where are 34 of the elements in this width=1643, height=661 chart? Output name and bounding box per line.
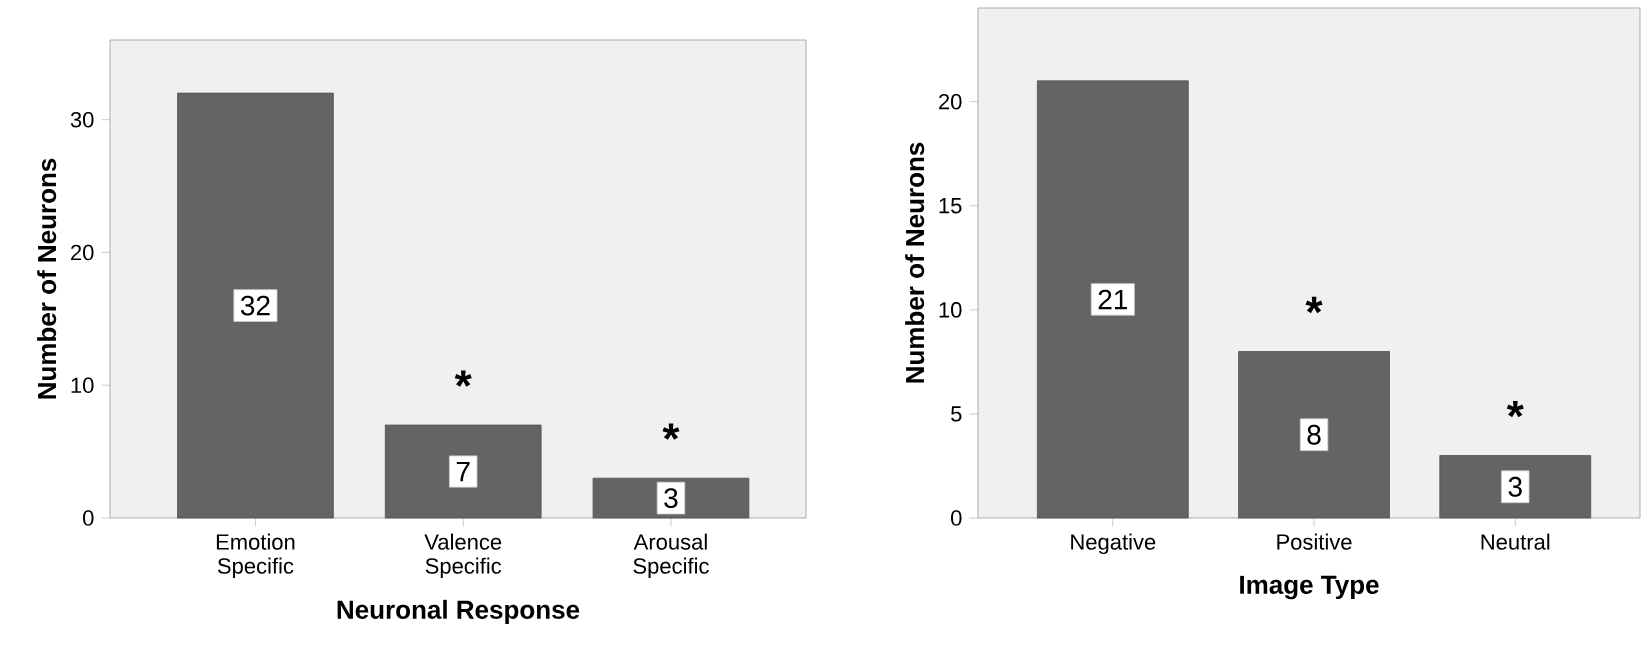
data-label: 8 bbox=[1307, 424, 1321, 445]
data-label: 32 bbox=[240, 295, 270, 316]
bar bbox=[1238, 351, 1390, 519]
y-tick-label: 30 bbox=[70, 111, 94, 128]
data-label: 7 bbox=[456, 461, 470, 482]
y-tick-label: 0 bbox=[951, 510, 962, 526]
bar bbox=[384, 424, 542, 519]
bar bbox=[177, 92, 334, 519]
y-axis-title: Number of Neurons bbox=[905, 142, 925, 383]
x-axis-title: Neuronal Response bbox=[337, 599, 580, 625]
x-tick-label: Negative bbox=[1071, 533, 1156, 555]
x-tick-label: Arousal Specific bbox=[633, 533, 709, 579]
annotation: * bbox=[662, 423, 680, 440]
y-tick-label: 10 bbox=[939, 302, 962, 318]
data-label: 21 bbox=[1098, 289, 1128, 310]
annotation: * bbox=[1305, 296, 1323, 314]
y-tick-label: 10 bbox=[71, 377, 94, 394]
y-tick-label: 20 bbox=[939, 93, 962, 110]
annotation: * bbox=[454, 370, 472, 387]
x-tick-label: Neutral bbox=[1481, 533, 1550, 550]
bar bbox=[1036, 80, 1189, 519]
y-tick-label: 5 bbox=[951, 406, 962, 422]
annotation: * bbox=[1506, 400, 1524, 418]
x-axis-title: Image Type bbox=[1240, 575, 1379, 600]
x-tick-label: Positive bbox=[1277, 533, 1352, 550]
data-label: 3 bbox=[664, 488, 678, 509]
data-label: 3 bbox=[1508, 476, 1522, 497]
y-tick-label: 20 bbox=[71, 244, 94, 261]
x-tick-label: Valence Specific bbox=[424, 533, 502, 579]
y-tick-label: 0 bbox=[83, 510, 94, 526]
y-tick-label: 15 bbox=[939, 198, 962, 214]
bar bbox=[1439, 455, 1592, 519]
y-axis-title: Number of Neurons bbox=[37, 158, 57, 399]
x-tick-label: Emotion Specific bbox=[216, 533, 295, 579]
